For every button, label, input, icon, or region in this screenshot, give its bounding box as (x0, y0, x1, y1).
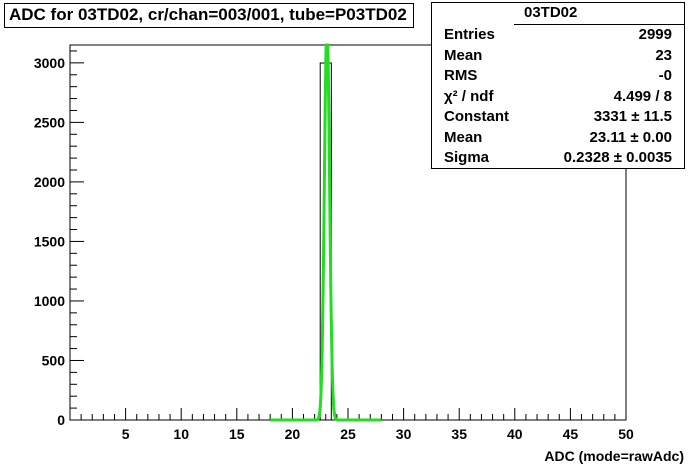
x-tick-label: 40 (507, 426, 523, 442)
y-tick-label: 2500 (34, 114, 65, 130)
stats-value: 0.2328 ± 0.0035 (563, 149, 672, 166)
axes: 5 10 15 20 25 30 35 40 45 50050010001500200025003… (34, 44, 634, 442)
x-tick-label: 15 (229, 426, 245, 442)
stats-label: Sigma (444, 149, 490, 166)
stats-row-sigma: Sigma 0.2328 ± 0.0035 (432, 148, 684, 169)
stats-row-mean: Mean 23 (432, 46, 684, 67)
stats-row-constant: Constant 3331 ± 11.5 (432, 107, 684, 128)
stats-label: χ² / ndf (444, 87, 494, 105)
x-axis-title: ADC (mode=rawAdc) (544, 448, 684, 464)
stats-value: 23 (655, 46, 672, 64)
stats-label: Entries (444, 26, 495, 43)
y-tick-label: 500 (42, 352, 66, 368)
stats-label: Constant (444, 108, 509, 125)
stats-row-entries: Entries 2999 (432, 25, 684, 46)
stats-value: 2999 (638, 26, 672, 43)
stats-label: Mean (444, 128, 483, 146)
stats-value: 23.11 ± 0.00 (589, 128, 672, 146)
y-tick-label: 3000 (34, 55, 65, 71)
stats-label: RMS (444, 67, 478, 84)
chart-title: ADC for 03TD02, cr/chan=003/001, tube=P0… (4, 3, 414, 28)
x-tick-label: 45 (563, 426, 579, 442)
stats-row-rms: RMS -0 (432, 66, 684, 87)
x-tick-label: 35 (451, 426, 467, 442)
stats-box: 03TD02 Entries 2999 Mean 23 RMS -0 χ² / … (431, 2, 685, 169)
stats-label: Mean (444, 46, 483, 64)
x-tick-label: 10 (173, 426, 189, 442)
x-tick-label: 5 (122, 426, 130, 442)
y-tick-label: 0 (57, 412, 65, 428)
stats-name: 03TD02 (514, 3, 684, 25)
y-tick-label: 1500 (34, 233, 65, 249)
x-tick-label: 50 (618, 426, 634, 442)
stats-row-chi2: χ² / ndf 4.499 / 8 (432, 87, 684, 108)
y-tick-label: 2000 (34, 174, 65, 190)
stats-value: -0 (658, 67, 672, 84)
stats-row-fit-mean: Mean 23.11 ± 0.00 (432, 128, 684, 149)
x-tick-label: 30 (396, 426, 412, 442)
fit-curve (270, 43, 382, 422)
stats-value: 3331 ± 11.5 (593, 108, 672, 125)
x-tick-label: 20 (285, 426, 301, 442)
stats-value: 4.499 / 8 (613, 87, 672, 105)
y-tick-label: 1000 (34, 293, 65, 309)
fit-curve-group (270, 43, 382, 422)
x-tick-label: 25 (340, 426, 356, 442)
